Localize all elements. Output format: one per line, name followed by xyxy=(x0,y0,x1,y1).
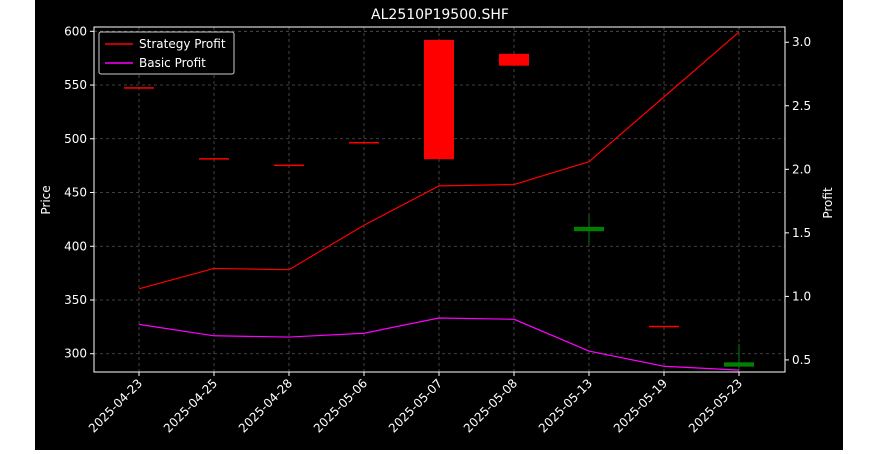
x-tick-label: 2025-04-25 xyxy=(161,376,220,435)
y-right-tick-label: 0.5 xyxy=(792,353,811,367)
y-left-tick-label: 350 xyxy=(64,293,87,307)
x-tick-label: 2025-05-13 xyxy=(536,376,595,435)
y-axis-right-label: Profit xyxy=(821,187,835,219)
x-tick-label: 2025-05-23 xyxy=(686,376,745,435)
candle-body xyxy=(724,362,754,367)
candle-body xyxy=(574,226,604,232)
x-tick-label: 2025-05-07 xyxy=(386,376,445,435)
y-right-tick-label: 1.5 xyxy=(792,226,811,240)
y-axis-left-label: Price xyxy=(39,185,53,214)
x-tick-label: 2025-05-06 xyxy=(311,376,370,435)
grid xyxy=(94,27,785,372)
y-right-tick-label: 3.0 xyxy=(792,35,811,49)
candle-body xyxy=(424,39,454,160)
y-right-tick-label: 1.0 xyxy=(792,289,811,303)
profit-lines xyxy=(138,31,740,371)
y-right-tick-label: 2.5 xyxy=(792,99,811,113)
y-left-tick-label: 300 xyxy=(64,347,87,361)
left-axis: 300 350 400 450 500 550 600 xyxy=(64,24,94,361)
legend-label-basic-profit: Basic Profit xyxy=(139,56,206,70)
strategy-profit-line xyxy=(138,31,740,290)
basic-profit-line xyxy=(138,317,740,371)
x-tick-label: 2025-05-08 xyxy=(461,376,520,435)
x-tick-label: 2025-04-23 xyxy=(86,376,145,435)
candle-body xyxy=(349,142,379,144)
candle-body xyxy=(274,164,304,167)
y-left-tick-label: 400 xyxy=(64,239,87,253)
x-tick-label: 2025-04-28 xyxy=(236,376,295,435)
right-axis: 0.5 1.0 1.5 2.0 2.5 3.0 xyxy=(785,35,811,367)
candle-body xyxy=(499,53,529,66)
legend-label-strategy-profit: Strategy Profit xyxy=(139,37,226,51)
y-right-tick-label: 2.0 xyxy=(792,162,811,176)
x-tick-label: 2025-05-19 xyxy=(611,376,670,435)
y-left-tick-label: 450 xyxy=(64,186,87,200)
y-left-tick-label: 550 xyxy=(64,78,87,92)
chart-figure: AL2510P19500.SHF 300 350 400 450 500 550 600 0… xyxy=(35,0,843,450)
chart-svg: AL2510P19500.SHF 300 350 400 450 500 550 600 0… xyxy=(39,7,835,435)
legend: Strategy Profit Basic Profit xyxy=(98,31,235,75)
candle-body xyxy=(199,158,229,160)
y-left-tick-label: 600 xyxy=(64,24,87,38)
x-axis: 2025-04-23 2025-04-25 2025-04-28 2025-05-06… xyxy=(86,372,745,435)
candles xyxy=(124,39,754,369)
candle-body xyxy=(649,325,679,328)
chart-title: AL2510P19500.SHF xyxy=(371,7,509,23)
y-left-tick-label: 500 xyxy=(64,132,87,146)
candle-body xyxy=(124,87,154,89)
